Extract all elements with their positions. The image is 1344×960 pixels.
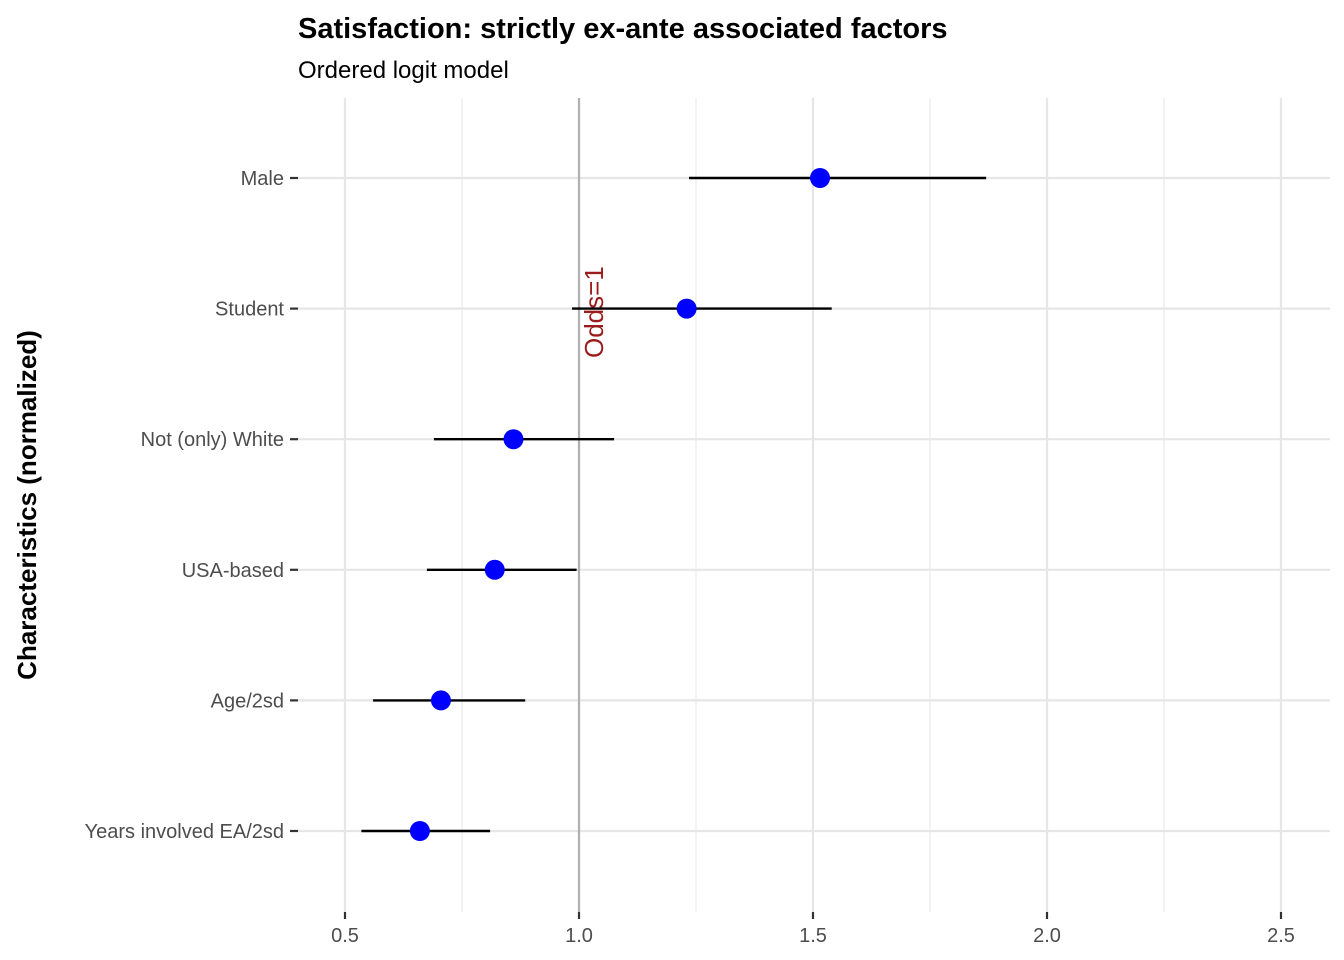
estimate-points <box>409 168 831 841</box>
y-tick-label: Age/2sd <box>211 690 284 712</box>
y-axis: Male Student Not (only) White USA-based Age/… <box>85 168 298 843</box>
x-tick-label: 2.0 <box>1033 925 1061 947</box>
y-tick-label: Not (only) White <box>141 429 284 451</box>
y-axis-label: Characteristics (normalized) <box>12 330 42 680</box>
y-tick-label: Student <box>215 299 284 321</box>
x-axis: 0.5 1.0 1.5 2.0 2.5 <box>331 912 1295 947</box>
estimate-point <box>503 429 524 450</box>
x-tick-label: 1.5 <box>799 925 827 947</box>
estimate-point <box>409 821 430 841</box>
chart-subtitle: Ordered logit model <box>298 57 509 84</box>
y-tick-label: USA-based <box>182 560 284 582</box>
estimate-point <box>484 559 505 580</box>
estimate-point <box>676 298 697 319</box>
x-tick-label: 1.0 <box>565 925 593 947</box>
grid-lines <box>298 98 1330 912</box>
confidence-intervals <box>361 176 987 833</box>
y-tick-label: Years involved EA/2sd <box>85 821 284 843</box>
reference-line-label: Odds=1 <box>579 266 609 358</box>
x-tick-label: 0.5 <box>331 925 359 947</box>
y-tick-label: Male <box>241 168 284 190</box>
estimate-point <box>430 690 451 711</box>
reference-line-group: Odds=1 <box>577 98 609 912</box>
x-tick-label: 2.5 <box>1267 925 1295 947</box>
chart-title: Satisfaction: strictly ex-ante associate… <box>298 13 948 45</box>
estimate-point <box>810 168 831 188</box>
